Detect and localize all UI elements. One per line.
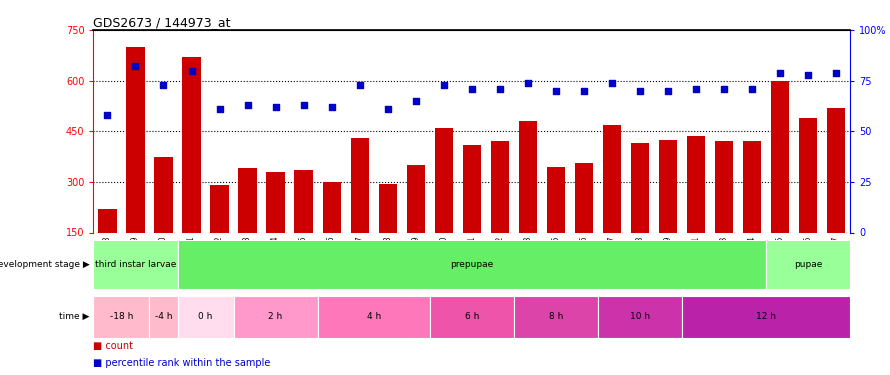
Bar	[519, 121, 537, 232]
Point	[689, 86, 703, 92]
Point	[492, 86, 506, 92]
Point	[521, 80, 535, 86]
Text: -4 h: -4 h	[155, 312, 173, 321]
Point	[213, 106, 227, 112]
Bar	[799, 118, 817, 232]
Text: 4 h: 4 h	[367, 312, 381, 321]
Bar	[266, 172, 285, 232]
Bar	[575, 164, 593, 232]
Point	[548, 88, 562, 94]
Bar	[93, 240, 177, 289]
Point	[240, 102, 255, 108]
Bar	[514, 296, 598, 338]
Text: 10 h: 10 h	[630, 312, 650, 321]
Bar	[154, 157, 173, 232]
Point	[829, 69, 843, 75]
Text: time ▶: time ▶	[60, 312, 90, 321]
Point	[381, 106, 395, 112]
Bar	[827, 108, 845, 232]
Bar	[407, 165, 425, 232]
Bar	[682, 296, 850, 338]
Text: -18 h: -18 h	[109, 312, 134, 321]
Text: 0 h: 0 h	[198, 312, 213, 321]
Bar	[687, 136, 705, 232]
Bar	[463, 145, 481, 232]
Bar	[490, 141, 509, 232]
Point	[409, 98, 423, 104]
Point	[633, 88, 647, 94]
Point	[604, 80, 619, 86]
Point	[577, 88, 591, 94]
Point	[437, 82, 451, 88]
Bar	[210, 185, 229, 232]
Point	[716, 86, 731, 92]
Point	[801, 72, 815, 78]
Bar	[659, 140, 677, 232]
Point	[352, 82, 367, 88]
Bar	[233, 296, 318, 338]
Bar	[603, 124, 621, 232]
Bar	[177, 296, 233, 338]
Text: 8 h: 8 h	[548, 312, 563, 321]
Text: development stage ▶: development stage ▶	[0, 260, 90, 269]
Point	[157, 82, 171, 88]
Bar	[378, 184, 397, 232]
Bar	[182, 57, 200, 232]
Point	[296, 102, 311, 108]
Point	[773, 69, 787, 75]
Point	[128, 63, 142, 69]
Bar	[150, 296, 177, 338]
Bar	[631, 143, 649, 232]
Bar	[598, 296, 682, 338]
Bar	[351, 138, 368, 232]
Bar	[99, 209, 117, 232]
Bar	[743, 141, 761, 232]
Bar	[295, 170, 312, 232]
Bar	[93, 296, 150, 338]
Bar	[715, 141, 733, 232]
Bar	[239, 168, 256, 232]
Text: pupae: pupae	[794, 260, 822, 269]
Point	[184, 68, 198, 74]
Bar	[434, 128, 453, 232]
Bar	[318, 296, 430, 338]
Text: 12 h: 12 h	[756, 312, 776, 321]
Bar	[322, 182, 341, 232]
Text: ■ count: ■ count	[93, 340, 134, 351]
Text: GDS2673 / 144973_at: GDS2673 / 144973_at	[93, 16, 231, 29]
Bar	[126, 47, 144, 232]
Point	[101, 112, 115, 118]
Text: 6 h: 6 h	[465, 312, 479, 321]
Bar	[771, 81, 789, 232]
Bar	[546, 166, 565, 232]
Bar	[177, 240, 766, 289]
Point	[269, 104, 283, 110]
Point	[660, 88, 675, 94]
Bar	[430, 296, 514, 338]
Point	[745, 86, 759, 92]
Bar	[766, 240, 850, 289]
Text: prepupae: prepupae	[450, 260, 493, 269]
Text: third instar larvae: third instar larvae	[95, 260, 176, 269]
Text: 2 h: 2 h	[269, 312, 283, 321]
Point	[465, 86, 479, 92]
Text: ■ percentile rank within the sample: ■ percentile rank within the sample	[93, 357, 271, 368]
Point	[325, 104, 339, 110]
